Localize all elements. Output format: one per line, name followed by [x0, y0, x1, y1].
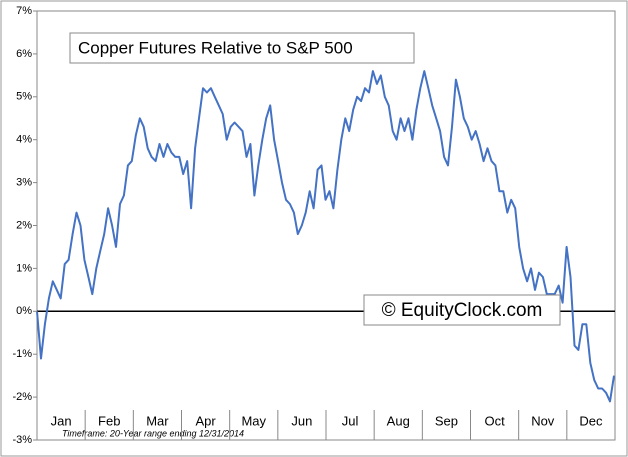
- y-tick-label: 0%: [16, 305, 32, 317]
- line: [36, 70, 615, 403]
- y-tick-label: 2%: [16, 219, 32, 231]
- x-tick-label: Aug: [387, 413, 410, 428]
- y-tick-label: 3%: [16, 177, 32, 189]
- watermark-box: [363, 294, 561, 326]
- x-tick-label: Feb: [98, 413, 120, 428]
- x-tick-label: Jul: [342, 413, 359, 428]
- x-tick-label: May: [241, 413, 266, 428]
- x-tick-label: Dec: [579, 413, 603, 428]
- y-tick-label: 6%: [16, 48, 32, 60]
- x-tick-label: Jun: [291, 413, 312, 428]
- footnote: Timeframe: 20-Year range ending 12/31/20…: [62, 428, 244, 438]
- x-tick-label: Apr: [195, 413, 216, 428]
- x-tick-label: Oct: [484, 413, 505, 428]
- x-tick-label: Sep: [435, 413, 458, 428]
- y-tick-label: 7%: [16, 5, 32, 17]
- y-tick-label: 5%: [16, 91, 32, 103]
- title-box: [69, 32, 415, 64]
- y-tick-label: -1%: [12, 348, 32, 360]
- y-tick-label: -3%: [12, 434, 32, 446]
- x-tick-label: Jan: [51, 413, 72, 428]
- y-tick-label: -2%: [12, 391, 32, 403]
- y-tick-label: 1%: [16, 262, 32, 274]
- x-tick-label: Mar: [146, 413, 169, 428]
- x-tick-label: Nov: [531, 413, 555, 428]
- watermark: © EquityClock.com: [382, 300, 543, 321]
- y-tick-label: 4%: [16, 134, 32, 146]
- chart-title: Copper Futures Relative to S&P 500: [78, 38, 353, 57]
